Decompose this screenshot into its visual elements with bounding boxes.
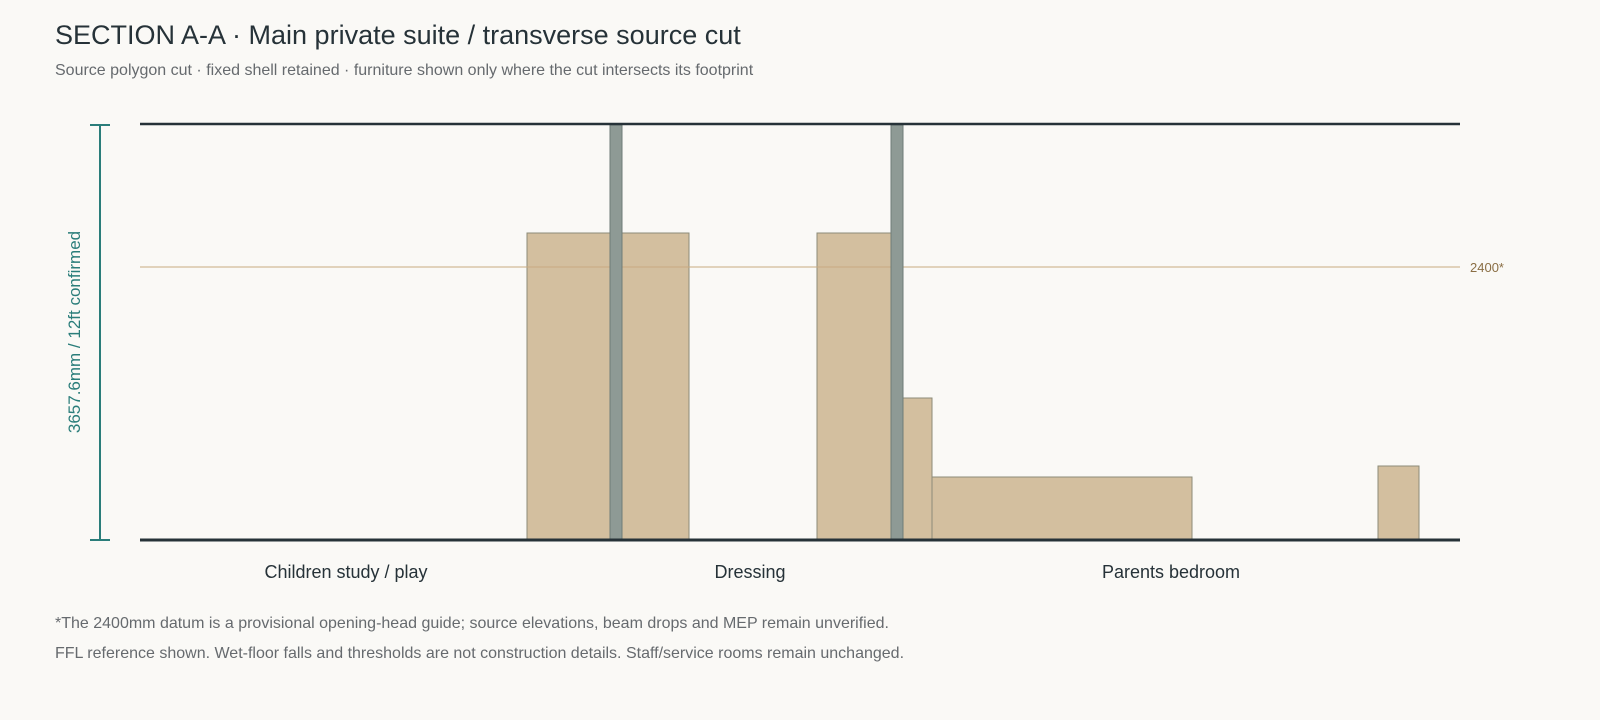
partition-wall-2 — [890, 124, 904, 541]
height-dimension-label: 3657.6mm / 12ft confirmed — [65, 231, 84, 433]
furniture-bedside-unit — [902, 397, 933, 541]
room-label-children: Children study / play — [264, 562, 427, 582]
page-title: SECTION A-A · Main private suite / trans… — [55, 20, 741, 50]
furniture-wardrobe-right — [816, 232, 892, 541]
furniture-wardrobe-left-a — [526, 232, 612, 541]
height-dimension: 3657.6mm / 12ft confirmed — [65, 124, 110, 541]
room-label-dressing: Dressing — [714, 562, 785, 582]
partition-wall-1 — [609, 124, 623, 541]
datum-label: 2400* — [1470, 260, 1504, 275]
footnote-ffl: FFL reference shown. Wet-floor falls and… — [55, 645, 905, 662]
furniture-bed — [931, 476, 1193, 541]
room-label-parents: Parents bedroom — [1102, 562, 1240, 582]
furniture-group — [526, 232, 1420, 541]
furniture-wardrobe-left-b — [621, 232, 690, 541]
page-subtitle: Source polygon cut · fixed shell retaine… — [55, 62, 754, 79]
furniture-small-unit — [1377, 465, 1420, 541]
footnote-datum: *The 2400mm datum is a provisional openi… — [55, 615, 889, 632]
